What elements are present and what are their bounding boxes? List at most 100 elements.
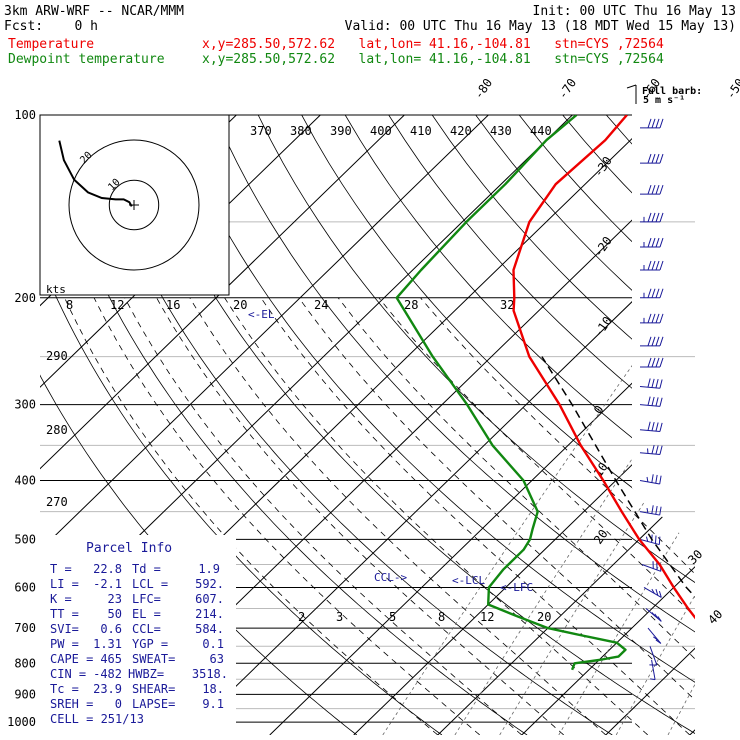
mixing-ratio-line — [667, 297, 695, 735]
isotherm-line — [185, 115, 695, 735]
dry-adiabat — [605, 115, 695, 735]
dry-adiabat — [344, 115, 695, 735]
wind-barb — [640, 184, 664, 195]
parcel-row-label: Td = — [132, 562, 161, 576]
parcel-row-label: YGP = — [132, 637, 168, 651]
barb-legend-line2: 5 m s⁻¹ — [643, 95, 685, 106]
mixing-ratio-label: 8 — [66, 298, 73, 312]
barb-flag — [659, 379, 663, 389]
barb-flag — [647, 313, 652, 324]
barb-half — [651, 588, 655, 594]
isotherm-line — [605, 115, 695, 735]
mixing-ratio-label: 5 — [389, 610, 396, 624]
barb-flag — [647, 336, 652, 346]
wind-barb — [640, 118, 664, 129]
potential-temperature-label: 420 — [450, 124, 472, 138]
potential-temperature-label: 410 — [410, 124, 432, 138]
dry-adiabat — [127, 115, 695, 735]
isotherm-right-label: 40 — [705, 607, 725, 627]
sounding-profiles — [395, 115, 695, 671]
pressure-label: 300 — [14, 398, 36, 412]
wind-barb — [639, 421, 663, 433]
mixing-ratio-line — [454, 297, 695, 735]
barb-flag — [647, 378, 651, 388]
hodograph-ring — [108, 179, 160, 231]
barb-half — [646, 507, 649, 514]
barb-flag — [655, 422, 659, 432]
parcel-info-title: Parcel Info — [86, 541, 172, 556]
barb-staff — [643, 587, 662, 598]
barb-flag — [655, 313, 660, 324]
wind-barb — [640, 237, 664, 248]
parcel-info: Parcel Info T = 22.8 Td = 1.9 LI = -2.1 … — [50, 541, 228, 726]
hodograph-units: kts — [46, 283, 66, 296]
potential-temperature-label: 430 — [490, 124, 512, 138]
moist-adiabat — [156, 297, 564, 735]
hodograph-trace — [58, 140, 133, 207]
mixing-ratio-label: 16 — [166, 298, 180, 312]
barb-staff — [641, 564, 661, 572]
parcel-row-value: 584. — [195, 622, 224, 636]
mixing-ratio-line — [558, 297, 695, 735]
temperature-profile — [512, 115, 695, 671]
wind-barb — [649, 646, 658, 666]
parcel-row-label: CIN = — [50, 667, 86, 681]
wind-barb — [639, 474, 662, 485]
barb-flag — [647, 421, 651, 431]
mixing-ratio-label: 20 — [537, 610, 551, 624]
barb-flag — [659, 184, 664, 195]
wind-barb — [640, 153, 664, 164]
barb-flag — [647, 288, 652, 298]
parcel-row-label: PW = — [50, 637, 79, 651]
barb-flag — [655, 212, 660, 223]
model-title: 3km ARW-WRF -- NCAR/MMM — [4, 4, 185, 19]
potential-temperature-label: 370 — [250, 124, 272, 138]
isotherm-line — [40, 115, 405, 735]
parcel-cell: CELL = 251/13 — [50, 712, 144, 726]
pressure-label: 400 — [14, 474, 36, 488]
barb-flag — [659, 288, 664, 298]
barb-flag — [655, 153, 660, 164]
barb-flag — [653, 636, 659, 641]
parcel-row-value: 592. — [195, 577, 224, 591]
barb-flag — [655, 184, 660, 195]
barb-flag — [655, 505, 658, 515]
parcel-row-label: HWBZ= — [128, 667, 164, 681]
barb-half — [646, 476, 649, 483]
barb-flag — [647, 237, 652, 248]
barb-flag — [651, 184, 656, 195]
barb-flag — [659, 506, 662, 516]
wind-barb — [639, 505, 662, 516]
barb-flag — [655, 336, 660, 346]
barb-flag — [651, 378, 655, 388]
hodograph-ring — [68, 139, 200, 271]
barb-flag — [659, 237, 664, 248]
mixing-ratio-label: 24 — [314, 298, 328, 312]
wind-barb — [643, 587, 662, 598]
barb-flag — [654, 535, 657, 544]
barb-flag — [659, 445, 663, 455]
barb-flag — [651, 153, 656, 164]
parcel-row-label: LFC= — [132, 592, 161, 606]
barb-staff — [639, 452, 660, 455]
valid-time: Valid: 00 UTC Thu 16 May 13 (18 MDT Wed … — [344, 19, 736, 34]
barb-staff — [639, 385, 660, 389]
moist-adiabat — [420, 297, 695, 735]
barb-flag — [651, 212, 656, 223]
barb-flag — [651, 396, 655, 406]
barb-flag — [654, 613, 659, 620]
potential-temperature-label: 400 — [370, 124, 392, 138]
wind-barb — [640, 336, 664, 347]
barb-flag — [658, 591, 662, 598]
barb-flag — [659, 212, 664, 223]
parcel-row-value: 63 — [210, 652, 224, 666]
barb-flag — [659, 422, 663, 432]
barb-flag — [647, 357, 652, 368]
barb-flag — [647, 153, 652, 164]
isotherm-line — [40, 115, 489, 735]
dry-adiabat — [431, 115, 695, 735]
el-marker: <-EL — [248, 308, 275, 321]
parcel-row-label: SWEAT= — [132, 652, 175, 666]
barb-flag — [659, 313, 664, 324]
parcel-path — [541, 356, 695, 671]
